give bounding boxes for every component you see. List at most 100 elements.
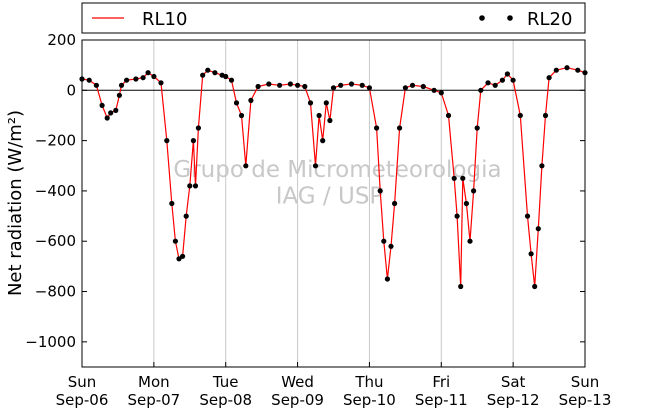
series-rl20-point-53 (377, 188, 383, 194)
x-tick-date-4: Sep-10 (343, 391, 396, 409)
legend-label-rl20: RL20 (527, 9, 572, 30)
series-rl20-point-26 (205, 67, 211, 73)
series-rl20-point-60 (409, 82, 416, 88)
series-rl20-point-69 (463, 200, 469, 207)
series-rl20-point-89 (575, 67, 581, 73)
series-rl20-point-59 (402, 85, 408, 91)
series-rl20-point-33 (243, 163, 249, 169)
series-rl20-point-10 (133, 76, 139, 82)
x-tick-date-7: Sep-13 (559, 391, 612, 409)
plot-frame-bg (82, 40, 585, 367)
series-rl20-point-70 (467, 238, 473, 244)
series-rl20-point-48 (338, 82, 344, 88)
y-tick-label-5: −800 (35, 283, 76, 301)
series-rl20-point-46 (327, 117, 333, 124)
x-tick-day-2: Tue (212, 373, 239, 391)
series-rl20-point-74 (485, 80, 491, 86)
series-rl20-point-81 (528, 251, 534, 257)
legend-frame (81, 2, 586, 34)
series-rl20-point-34 (248, 97, 254, 103)
watermark-line-2: IAG / USP (276, 184, 384, 210)
x-tick-date-6: Sep-12 (487, 391, 540, 409)
series-rl20-point-50 (359, 82, 365, 88)
series-rl20-point-73 (478, 87, 484, 93)
x-tick-date-5: Sep-11 (415, 391, 468, 409)
x-tick-day-7: Sun (571, 373, 600, 391)
series-rl20-point-63 (438, 90, 444, 96)
x-tick-day-1: Mon (138, 373, 170, 391)
x-tick-date-2: Sep-08 (199, 391, 252, 409)
series-rl20-point-72 (474, 125, 480, 131)
series-rl20-point-52 (374, 125, 380, 131)
series-rl20-point-30 (228, 77, 235, 83)
series-rl20-point-23 (192, 183, 199, 189)
series-rl20-point-37 (277, 82, 283, 88)
series-rl20-point-61 (420, 83, 426, 90)
series-rl20-point-47 (330, 85, 337, 91)
legend: RL10 RL20 (81, 2, 586, 34)
series-rl20-point-25 (200, 72, 206, 78)
series-rl20-point-43 (316, 112, 322, 119)
series-rl20-point-13 (151, 73, 157, 80)
series-rl20-point-40 (302, 83, 308, 90)
x-tick-date-3: Sep-09 (271, 391, 324, 409)
series-rl20-point-36 (266, 81, 272, 87)
series-rl20-point-64 (445, 112, 452, 119)
series-rl20-point-5 (108, 110, 114, 116)
series-rl20-point-39 (295, 82, 301, 88)
series-rl20-point-21 (187, 183, 193, 189)
series-rl20-point-41 (307, 100, 314, 106)
series-rl20-point-19 (180, 253, 186, 259)
x-tick-day-3: Wed (281, 373, 314, 391)
series-rl20-point-17 (172, 238, 178, 244)
series-rl20-point-2 (93, 82, 99, 88)
series-rl20-point-84 (539, 163, 545, 169)
series-rl20-point-42 (312, 163, 319, 169)
series-rl20-point-67 (458, 283, 464, 290)
legend-label-rl10: RL10 (142, 9, 187, 30)
legend-marker-rl20-a (479, 15, 485, 21)
x-axis: SunSep-06MonSep-07TueSep-08WedSep-09ThuS… (56, 362, 612, 409)
series-rl20-point-66 (454, 213, 460, 219)
series-rl20-point-32 (238, 112, 245, 119)
y-tick-label-1: 0 (66, 81, 76, 99)
plot-area: Grupo de Micrometeorologia IAG / USP (79, 39, 588, 368)
legend-marker-rl20-b (507, 15, 513, 21)
y-axis: 200 0 −200 −400 −600 −800 −1000 (25, 31, 585, 351)
series-rl20-point-31 (233, 100, 240, 106)
x-tick-date-0: Sep-06 (56, 391, 109, 409)
series-rl20-point-6 (113, 107, 119, 113)
series-rl20-point-78 (510, 77, 516, 83)
series-rl20-point-88 (564, 65, 570, 71)
series-rl20-point-56 (388, 243, 394, 249)
series-rl20-point-1 (86, 77, 92, 83)
series-rl20-point-51 (366, 85, 372, 91)
series-rl20-point-62 (431, 87, 437, 93)
series-rl20-point-85 (542, 112, 549, 119)
series-rl20-point-27 (212, 70, 218, 76)
y-tick-label-0: 200 (47, 31, 76, 49)
series-rl20-point-16 (169, 200, 175, 207)
series-rl20-point-24 (195, 125, 201, 131)
series-rl20-point-29 (223, 73, 229, 80)
series-rl20-point-58 (397, 125, 403, 131)
y-axis-label: Net radiation (W/m²) (5, 110, 26, 296)
series-rl20-point-68 (460, 175, 466, 181)
watermark: Grupo de Micrometeorologia IAG / USP (173, 157, 501, 209)
series-rl20-point-80 (524, 213, 531, 219)
series-rl20-point-57 (392, 200, 398, 207)
series-rl20-point-38 (287, 81, 293, 87)
x-tick-date-1: Sep-07 (127, 391, 180, 409)
series-rl20-point-55 (384, 276, 390, 282)
series-rl20 (79, 65, 588, 290)
series-rl20-point-86 (546, 75, 552, 81)
series-rl20-point-20 (183, 213, 189, 219)
series-rl20-point-45 (323, 100, 329, 106)
series-rl20-point-87 (553, 67, 559, 73)
series-rl20-point-83 (535, 226, 541, 232)
series-rl20-point-54 (381, 238, 387, 244)
y-tick-label-2: −200 (35, 132, 76, 150)
x-tick-day-5: Fri (432, 373, 450, 391)
series-rl20-point-82 (532, 283, 538, 290)
